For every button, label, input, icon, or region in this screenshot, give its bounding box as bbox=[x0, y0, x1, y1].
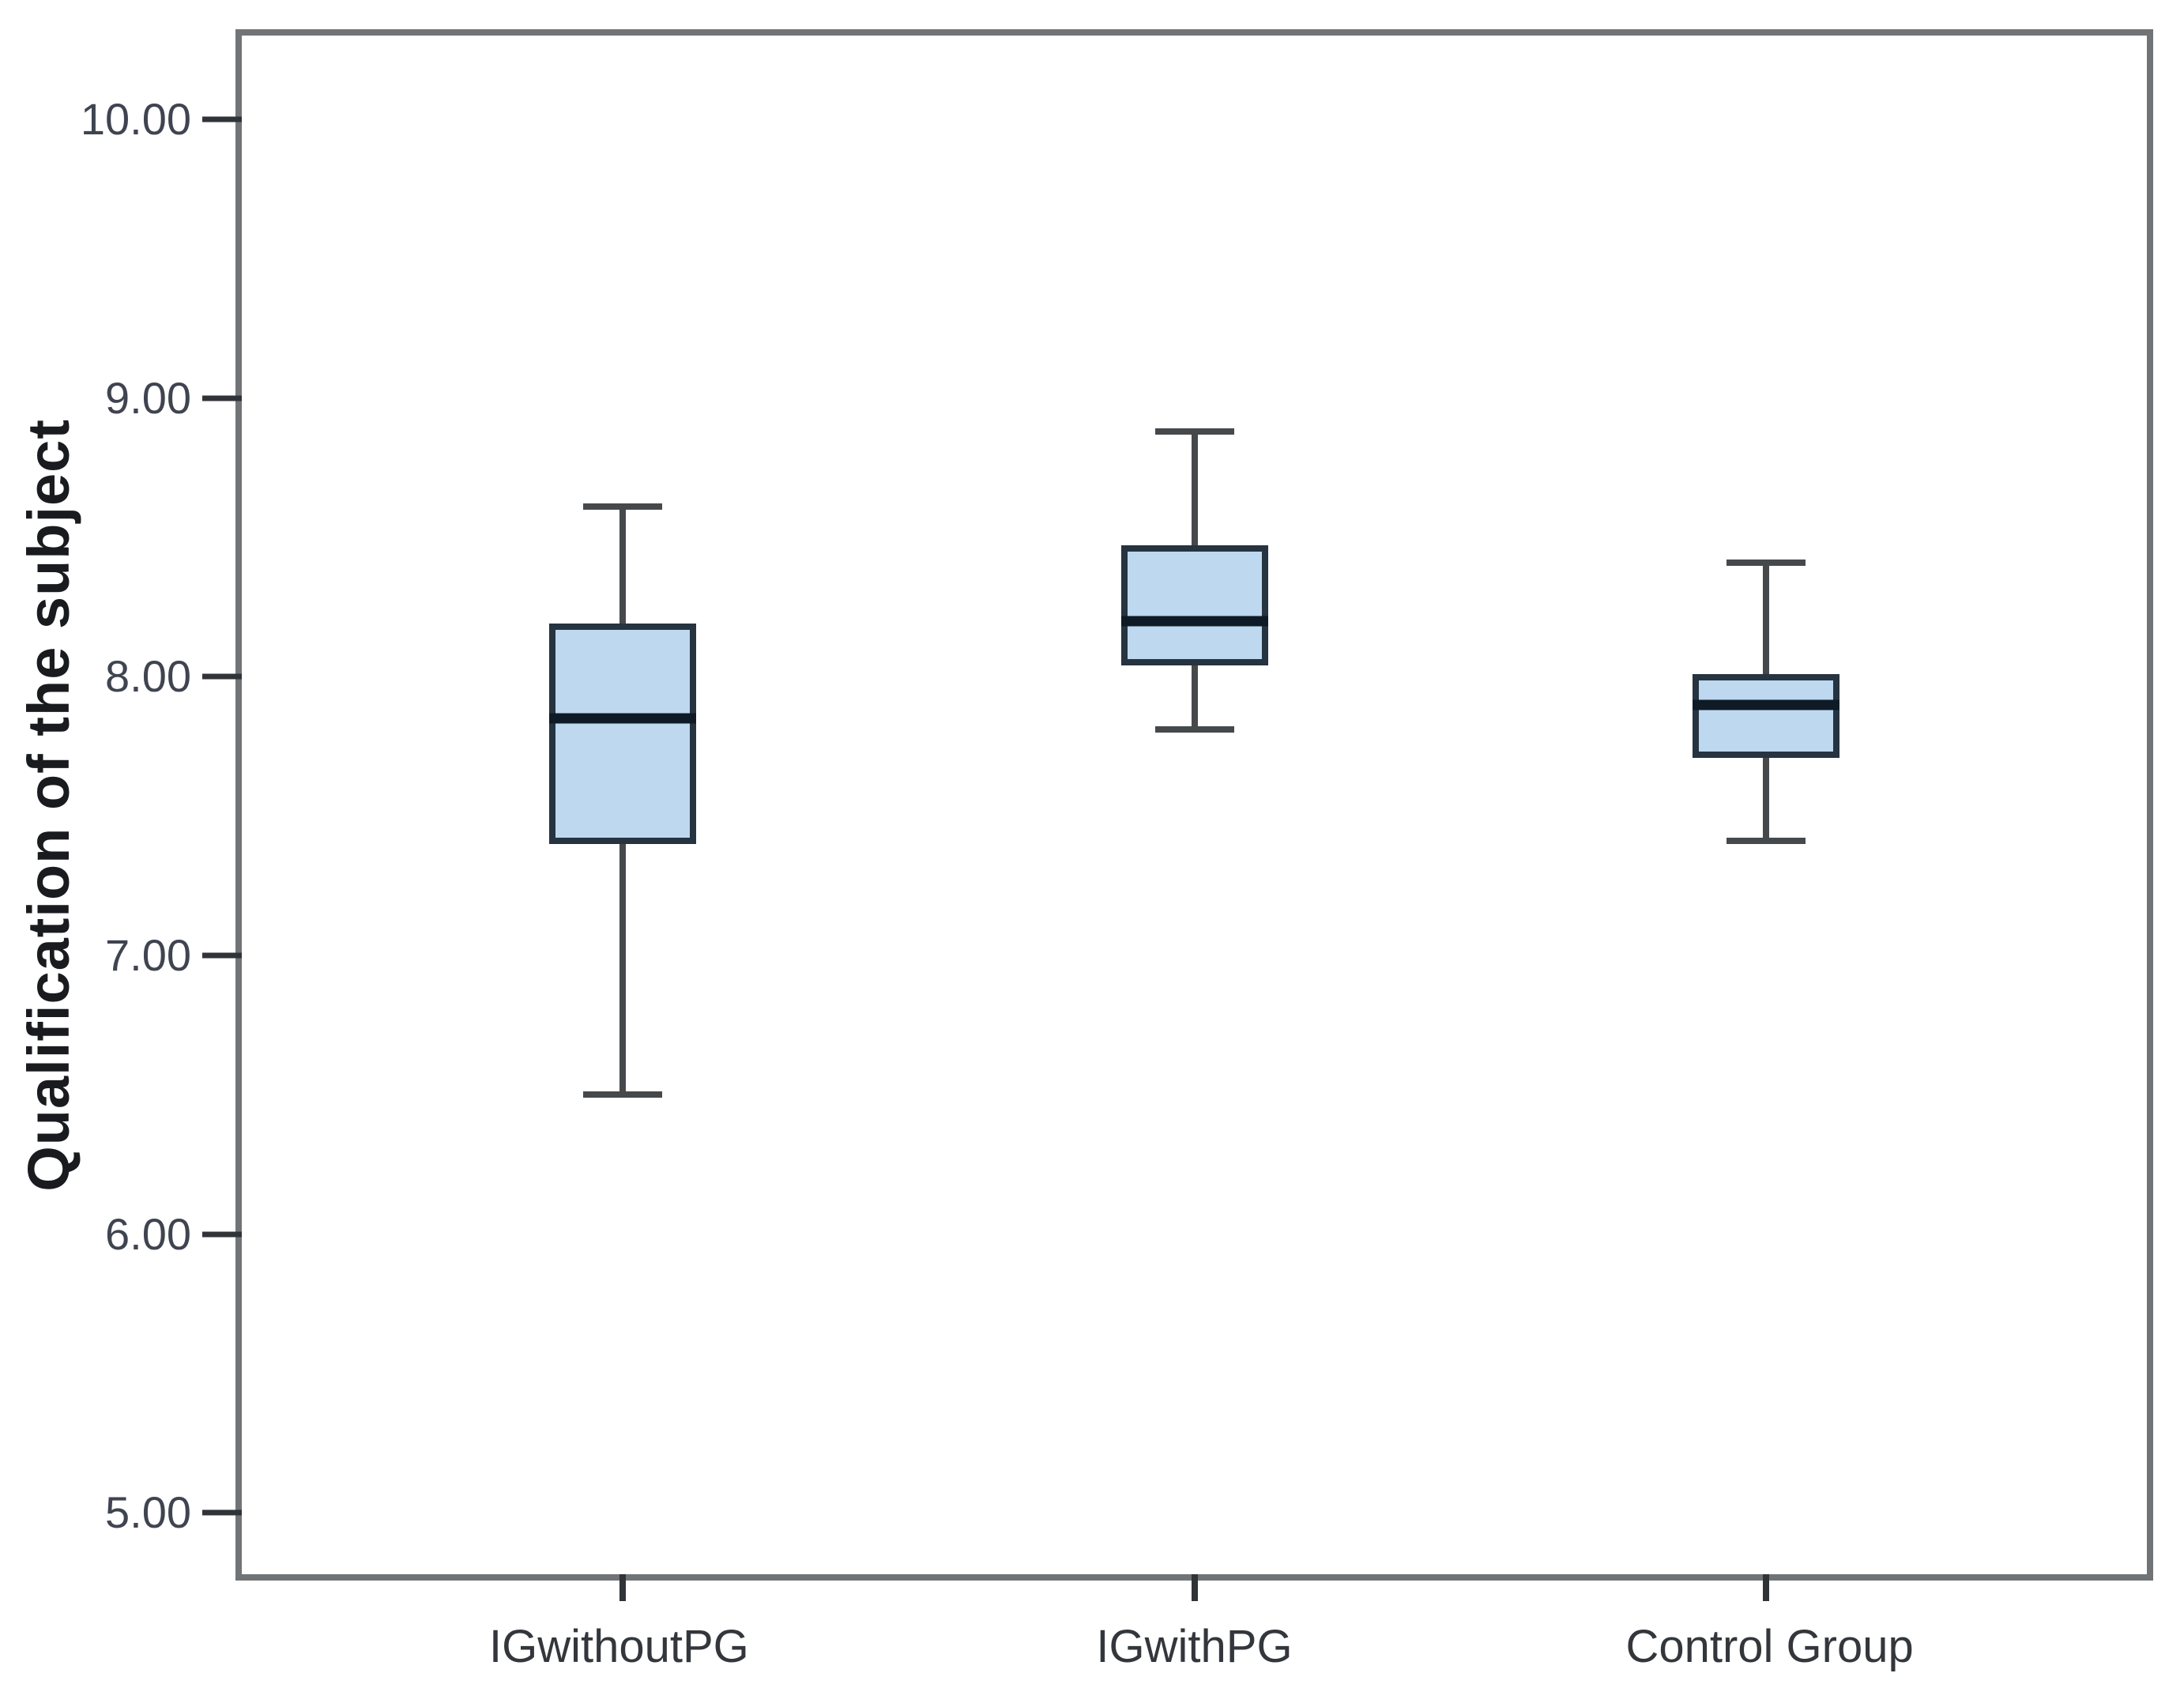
upper-whisker-igwithoutpg bbox=[619, 507, 627, 624]
lower-whisker-igwithoutpg bbox=[619, 843, 627, 1095]
y-tick-mark-9.00 bbox=[202, 395, 242, 401]
upper-whisker-igwithpg bbox=[1191, 431, 1198, 546]
x-tick-mark-control-group bbox=[1762, 1574, 1769, 1601]
lower-whisker-cap-igwithoutpg bbox=[583, 1091, 663, 1098]
lower-whisker-cap-control-group bbox=[1726, 838, 1806, 845]
y-tick-label-7.00: 7.00 bbox=[105, 929, 191, 980]
x-axis-labels: IGwithoutPG IGwithPG Control Group bbox=[235, 1622, 2153, 1693]
median-line-control-group bbox=[1692, 699, 1839, 710]
category-label-control-group: Control Group bbox=[1625, 1621, 1914, 1672]
box-group-igwithpg bbox=[242, 36, 2147, 1601]
upper-whisker-cap-igwithoutpg bbox=[583, 503, 663, 511]
upper-whisker-cap-control-group bbox=[1726, 559, 1806, 566]
upper-whisker-cap-igwithpg bbox=[1154, 428, 1234, 435]
x-tick-mark-igwithpg bbox=[1191, 1574, 1198, 1601]
y-tick-mark-10.00 bbox=[202, 116, 242, 122]
iqr-box-igwithoutpg bbox=[549, 624, 697, 844]
box-group-control-group bbox=[242, 36, 2147, 1601]
iqr-box-igwithpg bbox=[1120, 545, 1268, 666]
y-tick-mark-6.00 bbox=[202, 1231, 242, 1238]
y-tick-mark-5.00 bbox=[202, 1509, 242, 1516]
lower-whisker-control-group bbox=[1762, 757, 1769, 842]
y-axis-title-text: Qualification of the subject bbox=[15, 418, 81, 1192]
y-tick-label-9.00: 9.00 bbox=[105, 372, 191, 423]
x-tick-mark-igwithoutpg bbox=[619, 1574, 627, 1601]
plot-area: 10.00 9.00 8.00 7.00 6.00 5.00 bbox=[81, 29, 2153, 1601]
median-line-igwithpg bbox=[1120, 616, 1268, 627]
category-label-igwithpg: IGwithPG bbox=[1096, 1621, 1293, 1672]
y-tick-mark-7.00 bbox=[202, 952, 242, 959]
category-label-igwithoutpg: IGwithoutPG bbox=[488, 1621, 749, 1672]
y-tick-label-5.00: 5.00 bbox=[105, 1487, 191, 1538]
y-axis-title: Qualification of the subject bbox=[2, 29, 95, 1581]
boxes-layer bbox=[242, 36, 2147, 1601]
iqr-box-control-group bbox=[1692, 673, 1839, 758]
y-tick-label-10.00: 10.00 bbox=[80, 93, 191, 144]
y-tick-label-8.00: 8.00 bbox=[105, 651, 191, 702]
median-line-igwithoutpg bbox=[549, 713, 697, 724]
y-axis-layer: 10.00 9.00 8.00 7.00 6.00 5.00 bbox=[81, 36, 2147, 1574]
upper-whisker-control-group bbox=[1762, 562, 1769, 674]
lower-whisker-cap-igwithpg bbox=[1154, 726, 1234, 733]
box-group-igwithoutpg bbox=[242, 36, 2147, 1601]
lower-whisker-igwithpg bbox=[1191, 665, 1198, 730]
y-tick-label-6.00: 6.00 bbox=[105, 1208, 191, 1259]
y-tick-mark-8.00 bbox=[202, 673, 242, 680]
